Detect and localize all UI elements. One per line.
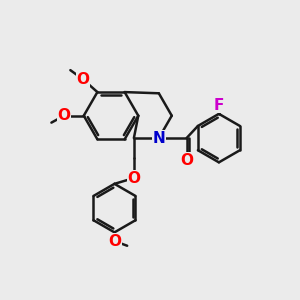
Text: N: N	[152, 130, 165, 146]
Text: O: O	[180, 153, 193, 168]
Text: O: O	[76, 72, 90, 87]
Text: F: F	[214, 98, 224, 112]
Text: O: O	[128, 171, 140, 186]
Text: O: O	[58, 108, 70, 123]
Text: O: O	[108, 234, 121, 249]
